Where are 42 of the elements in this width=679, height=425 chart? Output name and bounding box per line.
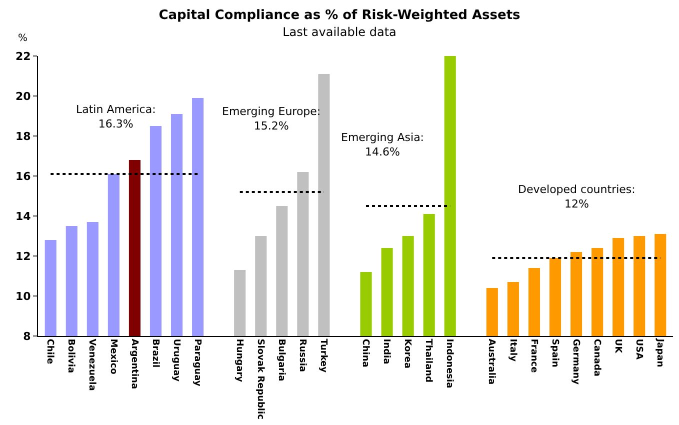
x-tick-label: Venezuela: [86, 338, 97, 391]
x-tick-label: USA: [633, 338, 644, 360]
x-tick-label: Hungary: [234, 338, 244, 382]
y-tick-label: 14: [15, 210, 32, 223]
y-tick-label: 8: [23, 330, 31, 343]
x-tick-label: UK: [612, 338, 622, 354]
annotation: Emerging Asia: 14.6%: [341, 131, 424, 158]
x-tick-label: Japan: [654, 338, 664, 368]
chart-title: Capital Compliance as % of Risk-Weighted Assets: [158, 8, 521, 24]
x-tick-label: Brazil: [150, 338, 160, 368]
annotation: Latin America: 16.3%: [76, 103, 156, 130]
x-tick-label: India: [381, 338, 392, 364]
y-tick-label: 10: [15, 290, 32, 303]
y-axis-title: %: [18, 33, 28, 44]
x-tick-label: Mexico: [108, 338, 118, 374]
x-tick-label: Indonesia: [444, 338, 454, 388]
x-tick-label: Spain: [549, 338, 560, 368]
y-tick-label: 18: [15, 130, 31, 143]
x-tick-label: Uruguay: [170, 338, 181, 382]
x-tick-label: China: [360, 338, 370, 368]
annotation: Developed countries: 12%: [518, 183, 636, 210]
x-tick-label: Russia: [297, 338, 308, 372]
y-tick-label: 12: [15, 250, 31, 263]
x-tick-label: Canada: [591, 338, 602, 376]
x-tick-label: Thailand: [423, 338, 434, 383]
annotation: Emerging Europe: 15.2%: [222, 105, 321, 132]
x-tick-label: Italy: [507, 338, 518, 362]
x-tick-label: Bolivia: [66, 338, 76, 374]
chart-subtitle: Last available data: [282, 25, 396, 40]
x-tick-label: Turkey: [318, 338, 328, 373]
x-tick-label: Australia: [486, 338, 496, 385]
x-tick-label: Bulgaria: [276, 338, 286, 382]
x-tick-label: France: [528, 338, 538, 373]
x-tick-label: Paraguay: [192, 338, 202, 386]
x-tick-label: Korea: [402, 338, 412, 368]
y-tick-label: 20: [15, 90, 32, 103]
x-tick-label: Chile: [44, 338, 55, 364]
y-tick-label: 16: [15, 170, 32, 183]
x-tick-label: Germany: [570, 338, 580, 385]
x-tick-label: Slovak Republic: [254, 338, 265, 420]
x-tick-label: Argentina: [128, 338, 139, 390]
y-tick-label: 22: [15, 50, 31, 63]
